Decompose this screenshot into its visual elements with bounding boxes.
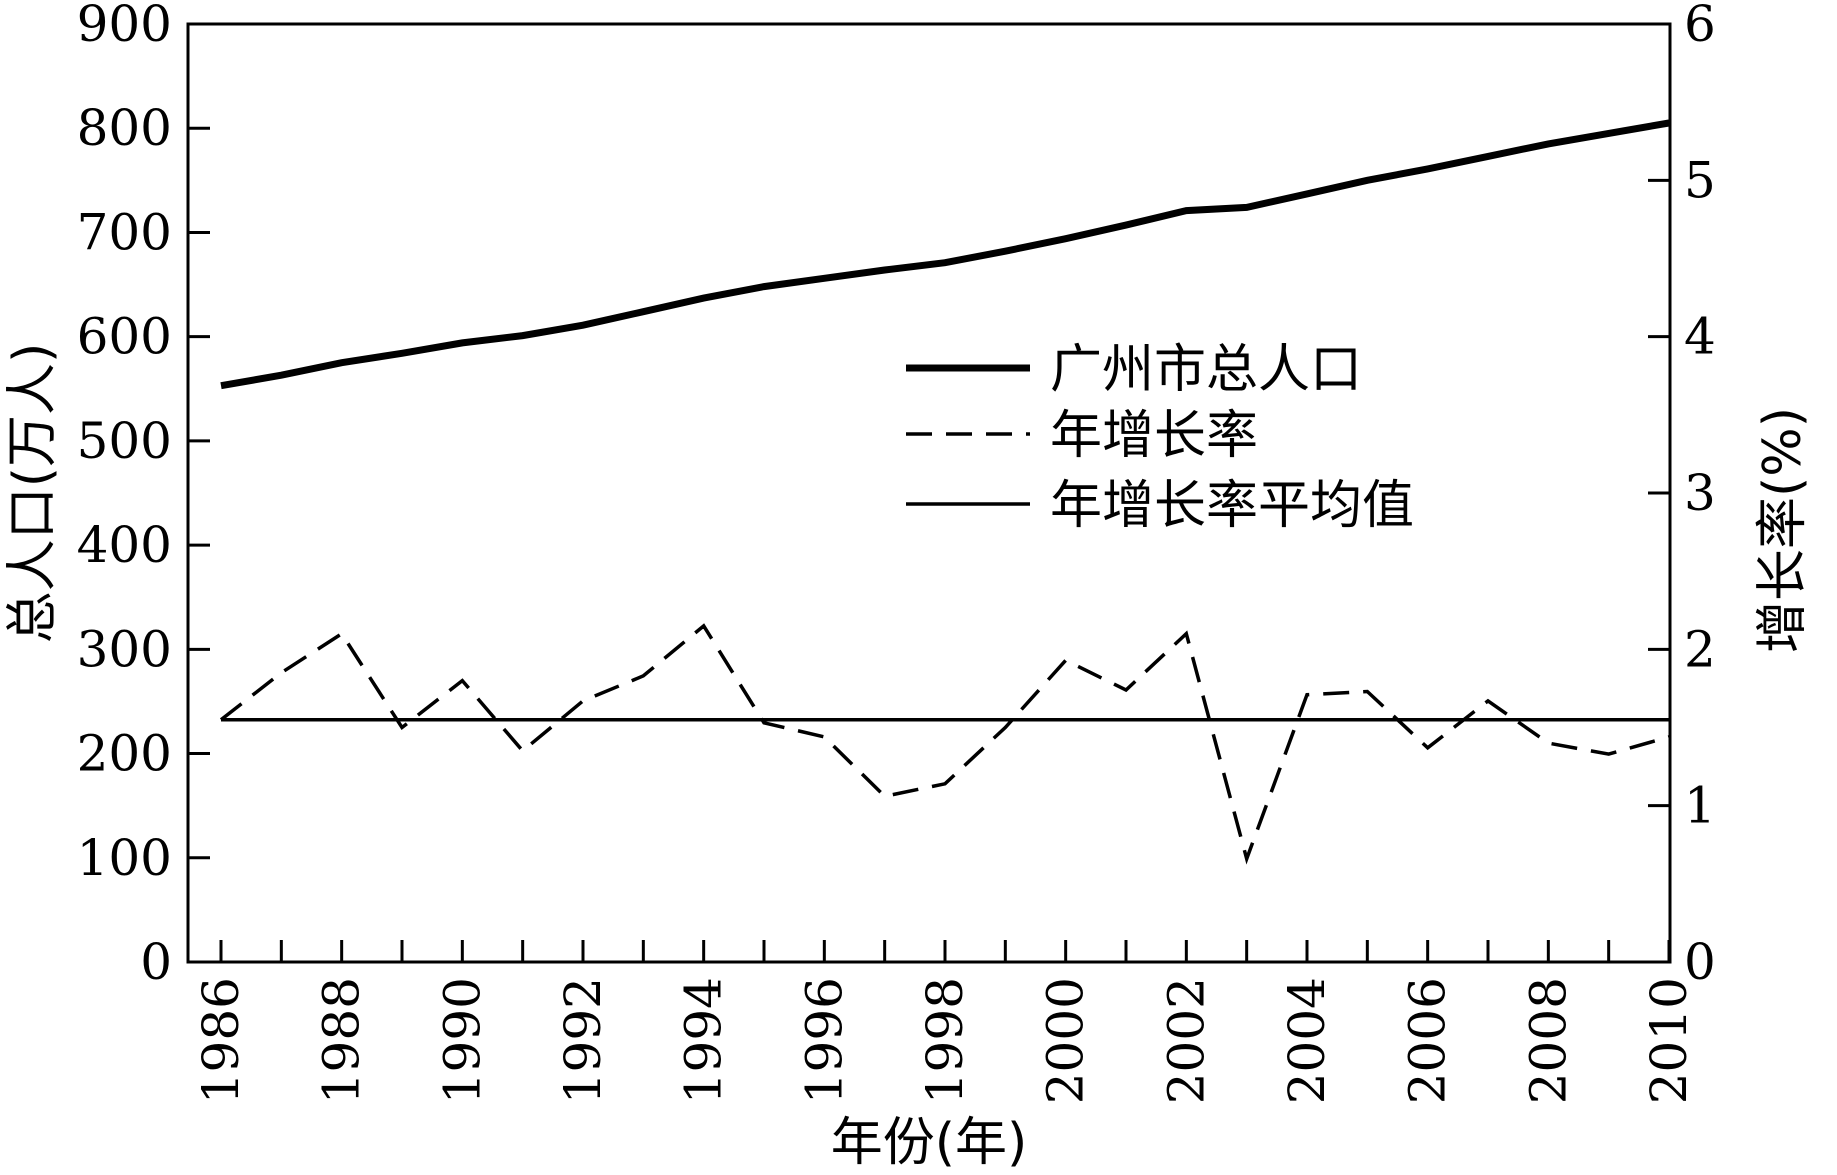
x-tick-label: 1998 (916, 977, 974, 1104)
right-y-tick-label: 2 (1684, 620, 1716, 678)
legend-label: 年增长率平均值 (1050, 476, 1414, 536)
x-tick-label: 1994 (675, 977, 733, 1104)
legend-label: 年增长率 (1050, 406, 1258, 466)
left-y-tick-label: 500 (77, 412, 172, 470)
x-tick-label: 2008 (1519, 977, 1577, 1104)
left-y-tick-label: 800 (77, 99, 172, 157)
left-y-tick-label: 700 (77, 203, 172, 261)
right-y-tick-label: 6 (1684, 0, 1716, 53)
x-tick-label: 1992 (554, 977, 612, 1104)
x-tick-label: 2000 (1037, 977, 1095, 1104)
x-tick-label: 2004 (1278, 977, 1336, 1104)
left-y-axis-label: 总人口(万人) (3, 343, 63, 644)
x-tick-label: 2006 (1399, 977, 1457, 1104)
right-y-tick-label: 5 (1684, 151, 1716, 209)
x-axis-label: 年份(年) (831, 1113, 1028, 1173)
series-line-0 (220, 119, 1670, 390)
left-y-tick-label: 200 (77, 725, 172, 783)
left-y-tick-label: 900 (77, 0, 172, 53)
left-y-tick-label: 400 (77, 516, 172, 574)
right-y-tick-label: 0 (1684, 933, 1716, 991)
right-y-axis-label: 增长率(%) (1753, 407, 1813, 653)
legend-label: 广州市总人口 (1050, 340, 1362, 400)
x-tick-label: 2010 (1640, 977, 1698, 1104)
right-y-tick-label: 4 (1684, 308, 1716, 366)
left-y-tick-label: 100 (77, 829, 172, 887)
x-tick-label: 1990 (433, 977, 491, 1104)
left-y-tick-label: 300 (77, 620, 172, 678)
x-tick-label: 2002 (1157, 977, 1215, 1104)
series-line-1 (219, 623, 1670, 865)
left-y-tick-label: 600 (77, 308, 172, 366)
x-tick-label: 1988 (313, 977, 371, 1104)
x-tick-label: 1986 (192, 977, 250, 1104)
left-y-tick-label: 0 (140, 933, 172, 991)
right-y-tick-label: 1 (1684, 777, 1716, 835)
right-y-tick-label: 3 (1684, 464, 1716, 522)
x-tick-label: 1996 (795, 977, 853, 1104)
